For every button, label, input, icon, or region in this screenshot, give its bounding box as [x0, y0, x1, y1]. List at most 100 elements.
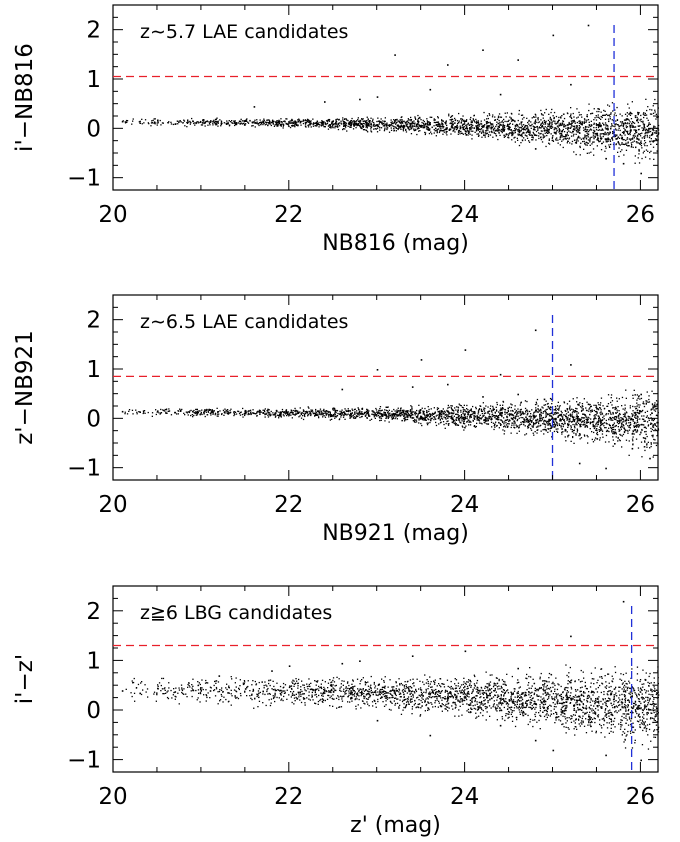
- scatter-point: [622, 143, 624, 145]
- scatter-point: [332, 409, 334, 411]
- scatter-point: [556, 125, 559, 127]
- scatter-point: [465, 124, 467, 127]
- scatter-point: [458, 112, 460, 115]
- scatter-point: [312, 118, 314, 120]
- scatter-point: [168, 121, 170, 123]
- scatter-point: [505, 133, 507, 135]
- scatter-point: [559, 419, 561, 421]
- scatter-point: [639, 143, 641, 145]
- scatter-point: [453, 412, 455, 414]
- scatter-point: [549, 127, 551, 129]
- scatter-point: [454, 119, 456, 122]
- scatter-point: [331, 126, 333, 128]
- scatter-point: [335, 118, 337, 121]
- scatter-point: [639, 404, 641, 406]
- scatter-point: [402, 128, 404, 131]
- scatter-point: [556, 121, 559, 123]
- scatter-point: [329, 412, 331, 414]
- scatter-point: [636, 142, 638, 144]
- scatter-point: [623, 427, 625, 429]
- scatter-point: [504, 413, 506, 415]
- scatter-point: [570, 135, 573, 137]
- scatter-point: [511, 118, 513, 121]
- scatter-point: [545, 108, 547, 111]
- scatter-point: [215, 118, 217, 120]
- scatter-point: [487, 411, 489, 414]
- scatter-point: [395, 412, 397, 414]
- scatter-point: [575, 142, 578, 144]
- scatter-point: [417, 413, 419, 415]
- scatter-point: [392, 417, 394, 419]
- scatter-point: [626, 131, 628, 134]
- scatter-point: [291, 120, 293, 122]
- scatter-point: [480, 408, 483, 410]
- scatter-point: [289, 122, 291, 124]
- scatter-point: [205, 411, 207, 413]
- scatter-point: [640, 397, 643, 400]
- scatter-point: [645, 403, 647, 405]
- scatter-point: [633, 412, 635, 414]
- scatter-point: [629, 416, 631, 418]
- scatter-point: [626, 412, 628, 414]
- scatter-point: [624, 134, 626, 136]
- scatter-point: [578, 122, 580, 124]
- scatter-point: [478, 408, 480, 411]
- scatter-point: [139, 120, 141, 122]
- scatter-point: [210, 414, 212, 416]
- scatter-point: [443, 129, 445, 131]
- scatter-point: [351, 412, 353, 414]
- scatter-point: [597, 139, 599, 141]
- scatter-point: [611, 430, 613, 432]
- scatter-point: [404, 410, 406, 412]
- scatter-point: [576, 126, 578, 128]
- scatter-point: [571, 412, 574, 414]
- scatter-point: [572, 411, 574, 413]
- scatter-point: [413, 123, 415, 125]
- scatter-point: [438, 128, 440, 130]
- scatter-point: [334, 413, 336, 416]
- scatter-point: [160, 412, 163, 414]
- scatter-point: [651, 423, 653, 425]
- scatter-point: [616, 417, 618, 419]
- scatter-point: [511, 409, 514, 412]
- scatter-point: [470, 121, 472, 124]
- scatter-point: [240, 118, 242, 120]
- scatter-point: [636, 120, 638, 122]
- scatter-point: [527, 425, 529, 427]
- scatter-point: [201, 124, 204, 126]
- scatter-point: [186, 121, 188, 124]
- scatter-point: [592, 134, 595, 136]
- scatter-point: [610, 418, 613, 420]
- scatter-point: [584, 136, 586, 138]
- scatter-point: [601, 413, 604, 415]
- scatter-point: [630, 418, 632, 421]
- data-point: [174, 123, 177, 125]
- scatter-point: [397, 128, 399, 131]
- scatter-point: [212, 122, 214, 124]
- scatter-point: [383, 414, 385, 416]
- scatter-point: [559, 122, 561, 125]
- scatter-point: [545, 414, 547, 416]
- scatter-point: [593, 154, 595, 156]
- scatter-point: [363, 123, 365, 125]
- scatter-point: [539, 417, 541, 420]
- scatter-point: [334, 411, 336, 413]
- scatter-point: [234, 413, 236, 416]
- scatter-point: [486, 125, 488, 127]
- scatter-point: [625, 422, 628, 424]
- scatter-point: [621, 405, 623, 407]
- scatter-point: [528, 131, 530, 134]
- scatter-point: [509, 132, 511, 134]
- scatter-point: [454, 407, 456, 409]
- scatter-point: [365, 126, 367, 128]
- scatter-point: [396, 121, 398, 123]
- scatter-point: [570, 120, 573, 122]
- scatter-point: [332, 125, 334, 127]
- scatter-point: [245, 410, 247, 412]
- scatter-point: [489, 127, 491, 129]
- scatter-point: [572, 436, 574, 439]
- scatter-point: [427, 418, 429, 420]
- scatter-point: [511, 413, 513, 415]
- scatter-point: [141, 118, 143, 120]
- scatter-point: [616, 409, 618, 411]
